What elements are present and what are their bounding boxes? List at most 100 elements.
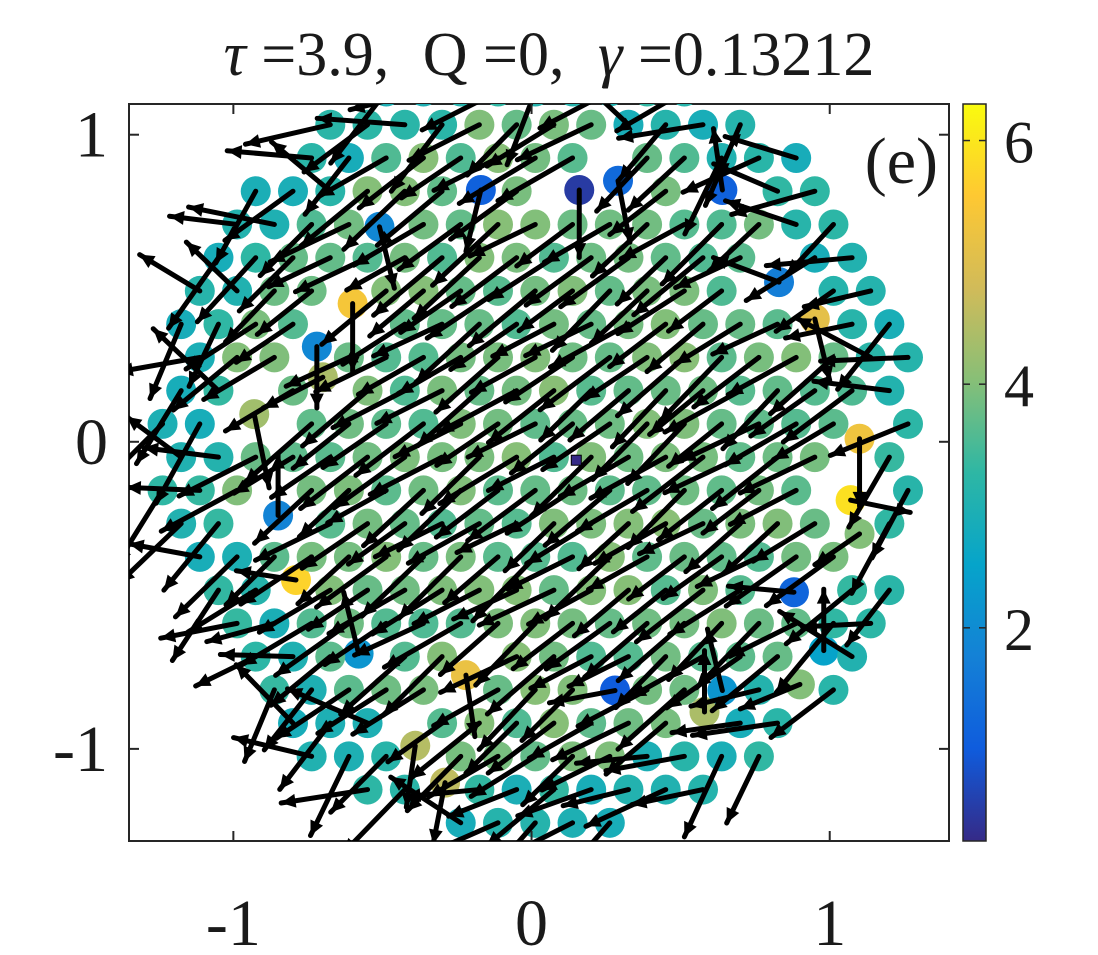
velocity-arrow: [515, 787, 594, 819]
velocity-arrow: [367, 288, 426, 339]
velocity-arrow: [129, 539, 203, 560]
velocity-arrow: [542, 554, 613, 622]
velocity-arrow: [575, 88, 647, 102]
velocity-arrow: [514, 122, 594, 163]
velocity-arrow: [783, 587, 855, 647]
velocity-arrow: [722, 421, 799, 468]
velocity-arrow: [727, 620, 799, 659]
velocity-arrow: [681, 753, 725, 840]
velocity-arrow: [371, 255, 445, 318]
velocity-arrow: [835, 321, 892, 392]
title-gamma-value: =0.13212: [638, 21, 874, 89]
velocity-arrow: [242, 122, 333, 148]
velocity-arrow: [233, 321, 296, 365]
velocity-arrow: [827, 421, 911, 458]
velocity-arrow: [277, 720, 333, 792]
velocity-arrow: [300, 388, 371, 449]
velocity-arrow: [567, 388, 631, 443]
velocity-arrow: [574, 487, 650, 534]
particle-point: [638, 104, 656, 107]
velocity-arrow: [239, 620, 315, 668]
velocity-arrow: [625, 487, 687, 551]
velocity-arrow: [341, 188, 408, 252]
velocity-arrow: [309, 344, 324, 411]
velocity-arrow: [238, 554, 315, 607]
velocity-arrow: [374, 188, 445, 248]
title-tau-symbol: τ: [224, 21, 249, 89]
velocity-arrow: [431, 687, 501, 729]
velocity-arrow: [380, 654, 445, 718]
velocity-arrow: [541, 221, 613, 265]
title-gamma-symbol: γ: [598, 21, 624, 89]
velocity-arrow: [231, 454, 296, 496]
velocity-arrow: [465, 421, 538, 460]
velocity-arrow: [689, 720, 781, 741]
velocity-arrow: [588, 454, 669, 501]
velocity-arrow: [666, 288, 725, 334]
velocity-arrow: [625, 155, 687, 213]
velocity-arrow: [353, 421, 426, 478]
velocity-arrow: [467, 221, 538, 259]
velocity-arrow: [720, 388, 781, 452]
velocity-arrow: [476, 687, 538, 752]
particle-point: [415, 104, 432, 107]
velocity-arrow: [316, 155, 389, 199]
velocity-arrow: [576, 521, 631, 572]
velocity-arrow: [722, 198, 799, 227]
velocity-arrow: [451, 587, 520, 622]
velocity-arrow: [426, 753, 501, 800]
velocity-arrow: [844, 587, 892, 648]
velocity-arrow: [313, 354, 389, 395]
velocity-arrow: [543, 620, 613, 672]
velocity-arrow: [613, 654, 669, 711]
velocity-arrow: [186, 203, 277, 227]
velocity-arrow: [347, 787, 408, 841]
velocity-arrow: [846, 454, 892, 530]
velocity-arrow: [537, 354, 613, 413]
velocity-arrow: [437, 620, 501, 678]
velocity-arrow: [709, 654, 781, 714]
velocity-arrow: [320, 421, 389, 470]
title-q-value: =0,: [483, 21, 564, 89]
velocity-arrow: [540, 421, 613, 473]
velocity-arrow: [706, 221, 762, 274]
velocity-arrow: [436, 388, 520, 435]
velocity-arrow: [442, 554, 501, 606]
colorbar-tick-label: 6: [1004, 110, 1034, 176]
velocity-arrow: [659, 221, 725, 287]
velocity-arrow: [504, 104, 534, 168]
velocity-arrow: [299, 521, 371, 571]
velocity-arrow: [662, 388, 743, 435]
velocity-arrow: [256, 587, 333, 635]
velocity-arrow: [618, 221, 687, 262]
velocity-arrow: [257, 221, 315, 279]
velocity-arrow: [411, 587, 482, 627]
velocity-arrow: [485, 454, 557, 493]
velocity-arrow: [222, 388, 296, 434]
velocity-arrow: [448, 321, 520, 372]
velocity-arrow: [750, 521, 818, 564]
velocity-arrow: [129, 521, 184, 580]
velocity-arrow: [398, 155, 464, 201]
velocity-arrow: [261, 687, 315, 753]
velocity-arrow: [710, 321, 781, 357]
velocity-arrow: [456, 155, 538, 206]
velocity-arrow: [547, 321, 631, 370]
velocity-arrow: [325, 487, 389, 526]
velocity-arrow: [582, 354, 650, 402]
velocity-arrow: [433, 354, 501, 415]
velocity-arrow: [254, 288, 315, 337]
velocity-arrow: [852, 436, 867, 509]
velocity-arrow: [161, 521, 221, 593]
velocity-arrow: [201, 354, 277, 403]
velocity-arrow: [328, 104, 380, 166]
velocity-arrow: [449, 255, 520, 310]
velocity-arrow: [682, 155, 725, 237]
velocity-arrow: [307, 753, 352, 839]
velocity-arrow: [523, 255, 594, 308]
velocity-arrow: [465, 487, 538, 544]
velocity-arrow: [345, 521, 408, 567]
velocity-arrow: [660, 554, 725, 601]
velocity-arrow: [204, 620, 277, 645]
velocity-arrow: [233, 662, 296, 726]
